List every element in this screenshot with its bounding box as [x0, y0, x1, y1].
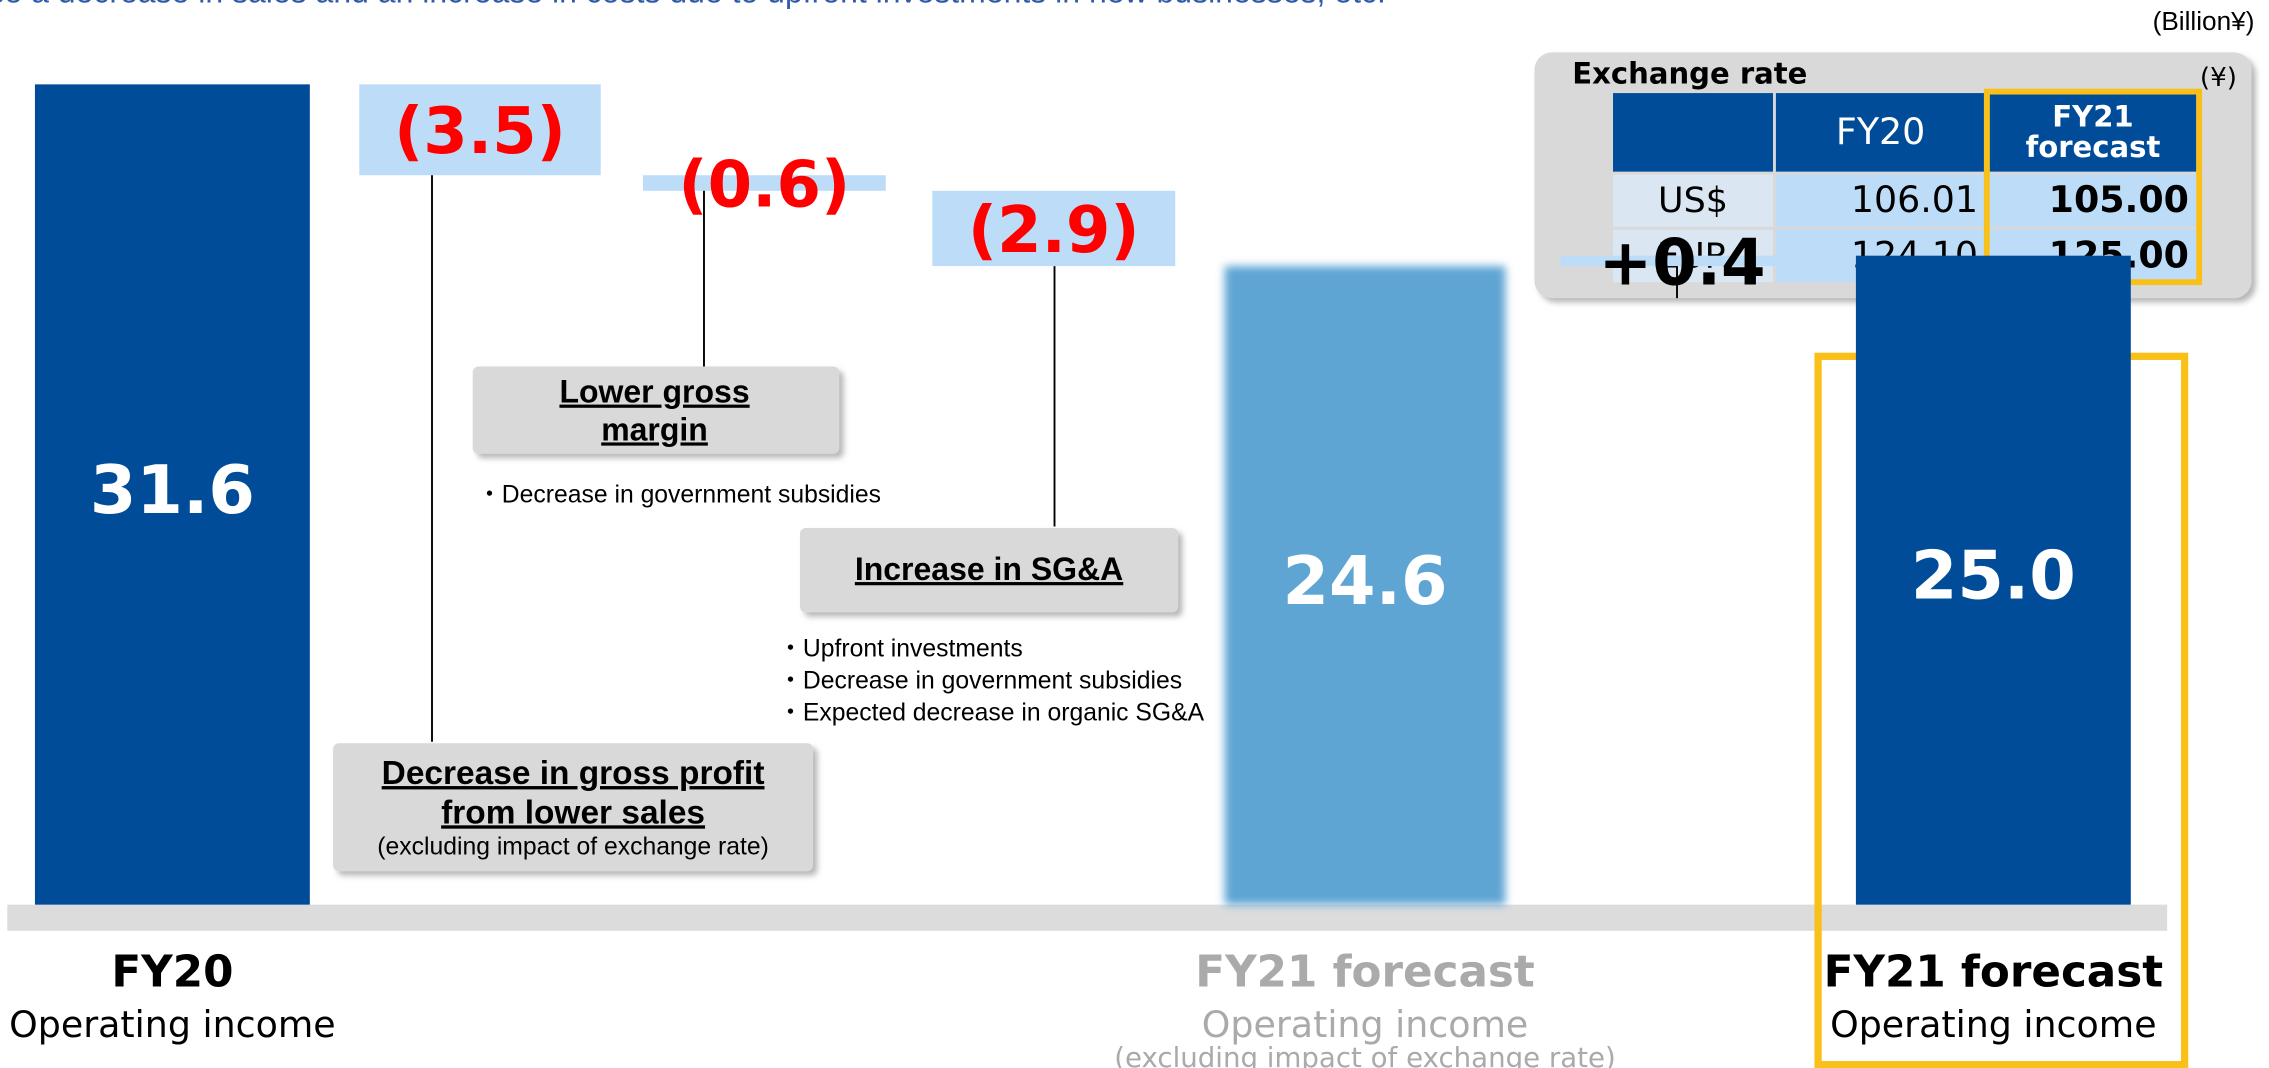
marks: 31.6 FY20 Operating income (3.5) (0.6) (2.9) 2…	[9, 84, 2163, 1068]
annotation-2: Lower gross margin ・Decrease in governme…	[472, 366, 881, 508]
category-label: FY21 forecast	[1824, 947, 2163, 997]
total-bar	[1855, 255, 2131, 905]
baseline-band	[7, 904, 2168, 931]
cell-value: 106.01	[1851, 178, 1978, 221]
unit: (Billion¥)	[2153, 6, 2255, 36]
step-bar	[642, 175, 886, 191]
annotation-1: Decrease in gross profit from lower sale…	[333, 743, 814, 872]
cell	[1613, 174, 1774, 227]
annotation-bullet: ・Upfront investments	[778, 636, 1023, 663]
total-bar	[34, 84, 310, 905]
category-label: FY20	[111, 947, 233, 997]
step-bar	[932, 190, 1176, 267]
panel-title: Exchange rate	[1572, 57, 1807, 91]
annotation-3: Increase in SG&A ・Upfront investments ・D…	[778, 527, 1205, 727]
annotation-box	[472, 366, 840, 454]
annotation-bullet: ・Expected decrease in organic SG&A	[778, 700, 1204, 727]
annotation-box	[799, 527, 1179, 613]
category-sublabel: (excluding impact of exchange rate)	[1114, 1041, 1616, 1068]
annotation-title: Lower gross	[559, 374, 749, 410]
value-label: 25.0	[1911, 537, 2076, 615]
step-bar	[359, 84, 601, 176]
step-bar	[1560, 255, 1804, 267]
category-sublabel: Operating income	[1202, 1003, 1529, 1046]
column-header: FY21 forecast	[2025, 98, 2161, 165]
annotation-title: margin	[601, 411, 708, 447]
cell	[1989, 174, 2197, 227]
column-header-box: FY21 forecast	[2025, 98, 2161, 165]
annotation-title: Decrease in gross profit	[382, 755, 765, 792]
value-label: +0.4	[1599, 226, 1766, 300]
cell-value: 105.00	[2049, 178, 2189, 221]
header-text: se a decrease in sales and an increase i…	[0, 0, 1386, 10]
exchange-panel: Exchange rate (¥) FY20 FY21 forecast US$…	[1534, 52, 2252, 299]
panel-unit: (¥)	[2200, 63, 2237, 93]
category-sublabel: Operating income	[1830, 1003, 2157, 1046]
annotation-title: Increase in SG&A	[855, 551, 1123, 587]
cell	[1613, 93, 1774, 172]
total-bar	[1224, 266, 1506, 905]
annotation-title: from lower sales	[441, 794, 705, 831]
cell	[1775, 174, 1987, 227]
cell	[1989, 93, 2197, 172]
category-sublabel: Operating income	[9, 1003, 336, 1046]
category-label: FY21 forecast	[1195, 947, 1534, 997]
cell	[1775, 93, 1987, 172]
value-label: (0.6)	[678, 148, 850, 222]
value-label: 31.6	[90, 451, 255, 529]
annotation-note: (excluding impact of exchange rate)	[377, 833, 769, 860]
value-label: (3.5)	[394, 95, 566, 169]
annotation-bullet: ・Decrease in government subsidies	[778, 668, 1182, 695]
value-label: (2.9)	[968, 194, 1140, 268]
value-label: 24.6	[1283, 542, 1448, 620]
annotation-box	[333, 743, 814, 872]
annotation-bullet: ・Decrease in government subsidies	[477, 481, 881, 508]
row-label: US$	[1658, 181, 1728, 221]
column-header: FY20	[1836, 110, 1925, 153]
